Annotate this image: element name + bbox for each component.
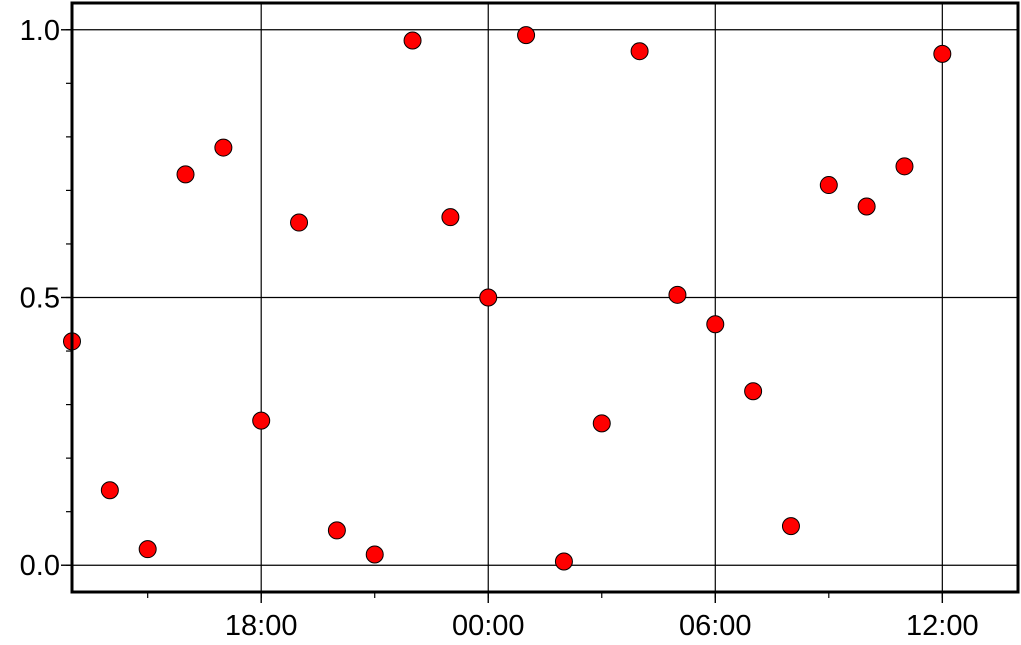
- data-point: [592, 414, 611, 433]
- data-point: [441, 208, 460, 227]
- data-point: [668, 285, 687, 304]
- y-tick-label: 0.5: [20, 283, 60, 315]
- data-point: [933, 44, 952, 63]
- data-point: [781, 517, 800, 536]
- data-point: [327, 521, 346, 540]
- y-tick-label: 1.0: [20, 15, 60, 47]
- data-points: [63, 26, 952, 571]
- x-tick-label: 06:00: [679, 610, 752, 642]
- data-point: [554, 552, 573, 571]
- data-point: [403, 31, 422, 50]
- tick-labels: 18:00 00:00 06:00 12:00 0.0 0.5 1.0: [20, 15, 979, 642]
- data-point: [857, 197, 876, 216]
- x-tick-label: 12:00: [906, 610, 979, 642]
- plot-frame: [70, 1, 1020, 594]
- data-point: [630, 42, 649, 61]
- x-tick-label: 18:00: [225, 610, 298, 642]
- data-point: [479, 288, 498, 307]
- data-point: [365, 545, 384, 564]
- data-point: [744, 382, 763, 401]
- data-point: [517, 26, 536, 45]
- data-point: [290, 213, 309, 232]
- data-point: [706, 315, 725, 334]
- x-tick-label: 00:00: [452, 610, 525, 642]
- data-point: [100, 481, 119, 500]
- data-point: [214, 138, 233, 157]
- data-point: [138, 540, 157, 559]
- data-point: [252, 411, 271, 430]
- data-point: [176, 165, 195, 184]
- grid-lines: [72, 3, 1018, 592]
- data-point: [819, 176, 838, 195]
- data-point: [895, 157, 914, 176]
- axis-ticks: [61, 29, 944, 603]
- y-tick-label: 0.0: [20, 550, 60, 582]
